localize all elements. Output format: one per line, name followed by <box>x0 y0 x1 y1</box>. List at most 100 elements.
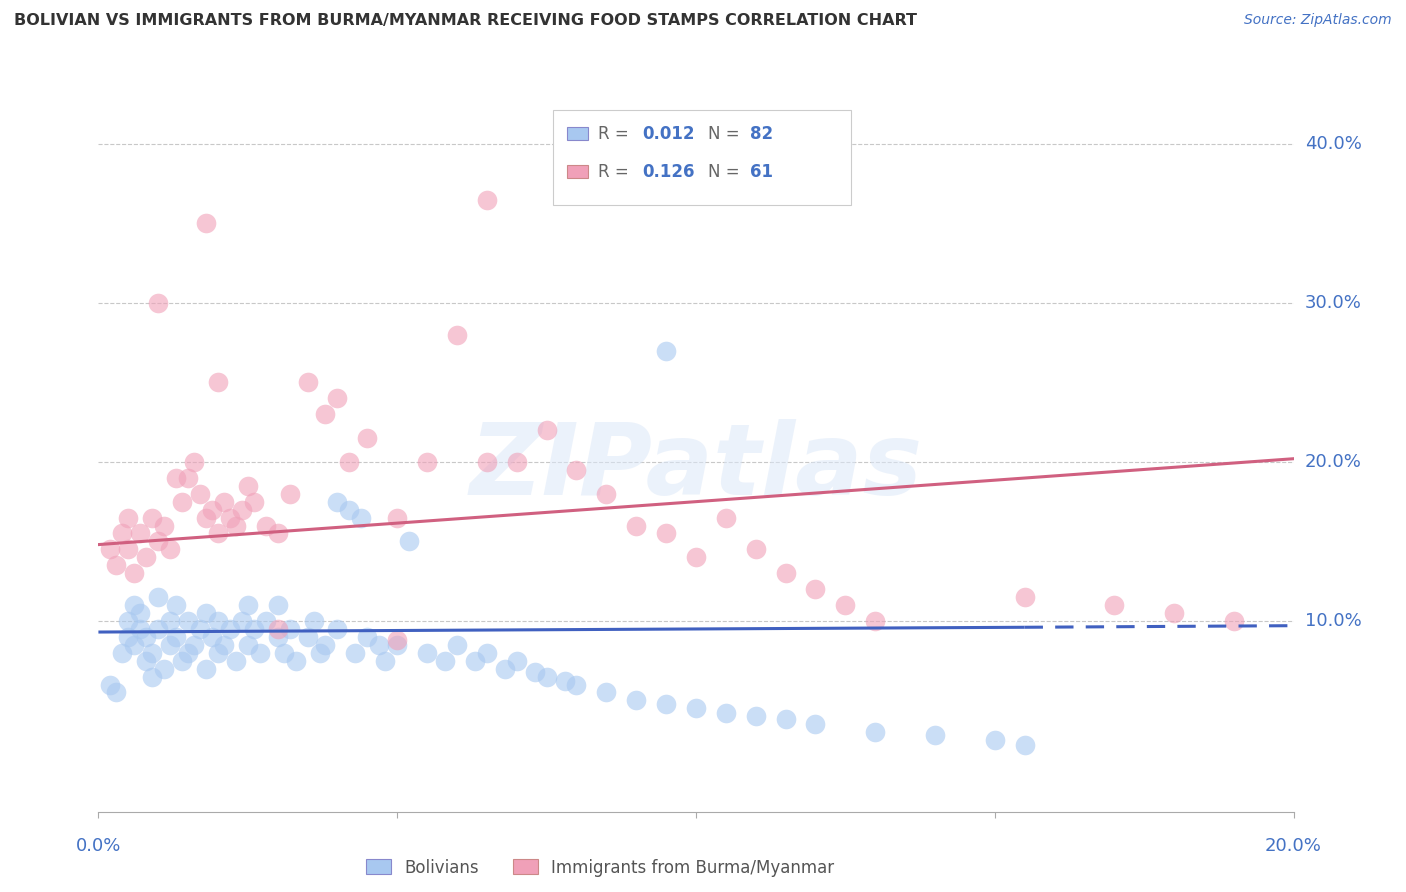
Point <box>141 669 163 683</box>
Point <box>207 526 229 541</box>
Point <box>243 494 266 508</box>
Point <box>129 622 152 636</box>
Point <box>219 510 242 524</box>
Point <box>326 622 349 636</box>
Point <box>284 654 307 668</box>
Text: N =: N = <box>709 125 745 143</box>
Text: 40.0%: 40.0% <box>1305 135 1361 153</box>
Point <box>231 614 253 628</box>
Point <box>775 713 797 727</box>
Point <box>194 606 218 620</box>
Text: 10.0%: 10.0% <box>1305 612 1361 630</box>
Point <box>135 550 157 565</box>
Point <box>315 407 337 421</box>
Point <box>374 654 396 668</box>
Point <box>267 630 290 644</box>
Point <box>188 622 211 636</box>
Point <box>111 646 134 660</box>
Point <box>714 706 737 720</box>
Point <box>655 343 678 358</box>
Point <box>1223 614 1246 628</box>
Text: N =: N = <box>709 162 745 181</box>
Point <box>159 542 181 557</box>
Point <box>148 296 170 310</box>
Text: R =: R = <box>598 125 634 143</box>
Point <box>804 717 827 731</box>
Point <box>159 638 181 652</box>
Point <box>243 622 266 636</box>
Point <box>297 630 319 644</box>
FancyBboxPatch shape <box>567 165 589 178</box>
Point <box>655 697 678 711</box>
Text: BOLIVIAN VS IMMIGRANTS FROM BURMA/MYANMAR RECEIVING FOOD STAMPS CORRELATION CHAR: BOLIVIAN VS IMMIGRANTS FROM BURMA/MYANMA… <box>14 13 917 29</box>
Point <box>207 646 229 660</box>
Text: 61: 61 <box>749 162 773 181</box>
Point <box>117 630 139 644</box>
Point <box>475 193 498 207</box>
Point <box>745 542 768 557</box>
Point <box>385 510 409 524</box>
Point <box>129 526 152 541</box>
Point <box>565 463 588 477</box>
Point <box>249 646 271 660</box>
Point <box>124 598 146 612</box>
Point <box>475 646 498 660</box>
Point <box>165 598 187 612</box>
Point <box>117 614 139 628</box>
Point <box>924 728 946 742</box>
Point <box>523 665 546 679</box>
Point <box>356 431 378 445</box>
Point <box>148 590 170 604</box>
Point <box>207 376 229 390</box>
Point <box>124 638 146 652</box>
Point <box>339 455 360 469</box>
Point <box>1163 606 1185 620</box>
Point <box>165 630 187 644</box>
Text: 20.0%: 20.0% <box>1265 838 1322 855</box>
FancyBboxPatch shape <box>553 110 851 204</box>
Point <box>159 614 181 628</box>
Point <box>212 494 235 508</box>
Point <box>624 518 647 533</box>
Point <box>368 638 391 652</box>
Point <box>254 614 277 628</box>
Point <box>297 376 319 390</box>
Point <box>141 510 163 524</box>
Point <box>153 518 176 533</box>
Point <box>475 455 498 469</box>
Point <box>344 646 367 660</box>
Point <box>536 669 558 683</box>
Text: 0.126: 0.126 <box>643 162 695 181</box>
Point <box>536 423 558 437</box>
Point <box>446 327 468 342</box>
Point <box>506 654 529 668</box>
Point <box>129 606 152 620</box>
Text: 30.0%: 30.0% <box>1305 293 1361 312</box>
Point <box>225 654 247 668</box>
Point <box>254 518 277 533</box>
Text: R =: R = <box>598 162 634 181</box>
Point <box>165 471 187 485</box>
Point <box>434 654 457 668</box>
Point <box>416 646 439 660</box>
Point <box>177 471 200 485</box>
Text: 82: 82 <box>749 125 773 143</box>
Point <box>207 614 229 628</box>
Point <box>98 677 122 691</box>
Point <box>385 632 409 647</box>
Point <box>595 685 617 699</box>
Text: 0.012: 0.012 <box>643 125 695 143</box>
Point <box>865 614 887 628</box>
Point <box>194 216 218 230</box>
Point <box>267 526 290 541</box>
Point <box>219 622 242 636</box>
Point <box>339 502 360 516</box>
Point <box>714 510 737 524</box>
Point <box>236 638 259 652</box>
Legend: Bolivians, Immigrants from Burma/Myanmar: Bolivians, Immigrants from Burma/Myanmar <box>367 858 834 877</box>
Point <box>983 733 1005 747</box>
Point <box>148 622 170 636</box>
Point <box>111 526 134 541</box>
Point <box>554 674 576 689</box>
Point <box>117 510 139 524</box>
